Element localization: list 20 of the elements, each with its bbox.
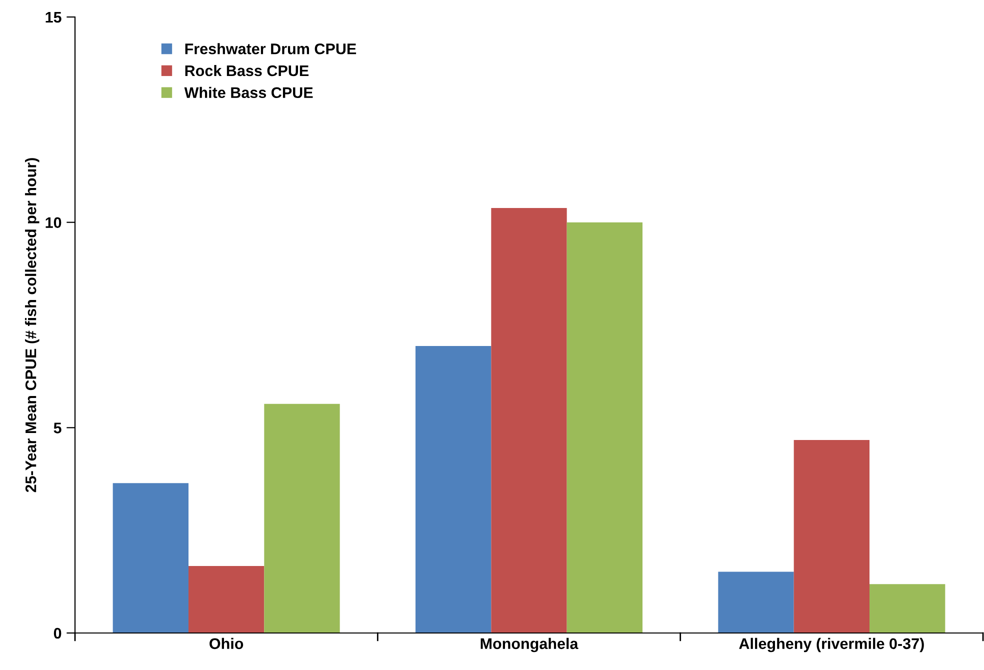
bar <box>416 346 492 633</box>
bar <box>870 584 946 633</box>
y-tick-label: 0 <box>54 628 62 639</box>
bar <box>794 440 870 633</box>
legend-label: Rock Bass CPUE <box>185 64 309 76</box>
y-axis-title: 25-Year Mean CPUE (# fish collected per hour) <box>25 158 40 492</box>
bar <box>718 572 794 633</box>
y-tick-label: 15 <box>46 12 62 23</box>
x-tick-label: Allegheny (rivermile 0-37) <box>739 638 924 652</box>
legend-label: White Bass CPUE <box>184 86 313 98</box>
y-tick-label: 5 <box>54 422 62 434</box>
y-tick-label: 10 <box>46 217 62 228</box>
x-tick-label: Ohio <box>210 638 244 650</box>
legend-label: Freshwater Drum CPUE <box>185 43 356 54</box>
bar <box>188 566 264 633</box>
bar <box>491 208 567 633</box>
bar <box>264 404 340 633</box>
bar <box>112 483 188 633</box>
bar <box>566 222 642 633</box>
x-tick-label: Monongahela <box>480 638 578 652</box>
